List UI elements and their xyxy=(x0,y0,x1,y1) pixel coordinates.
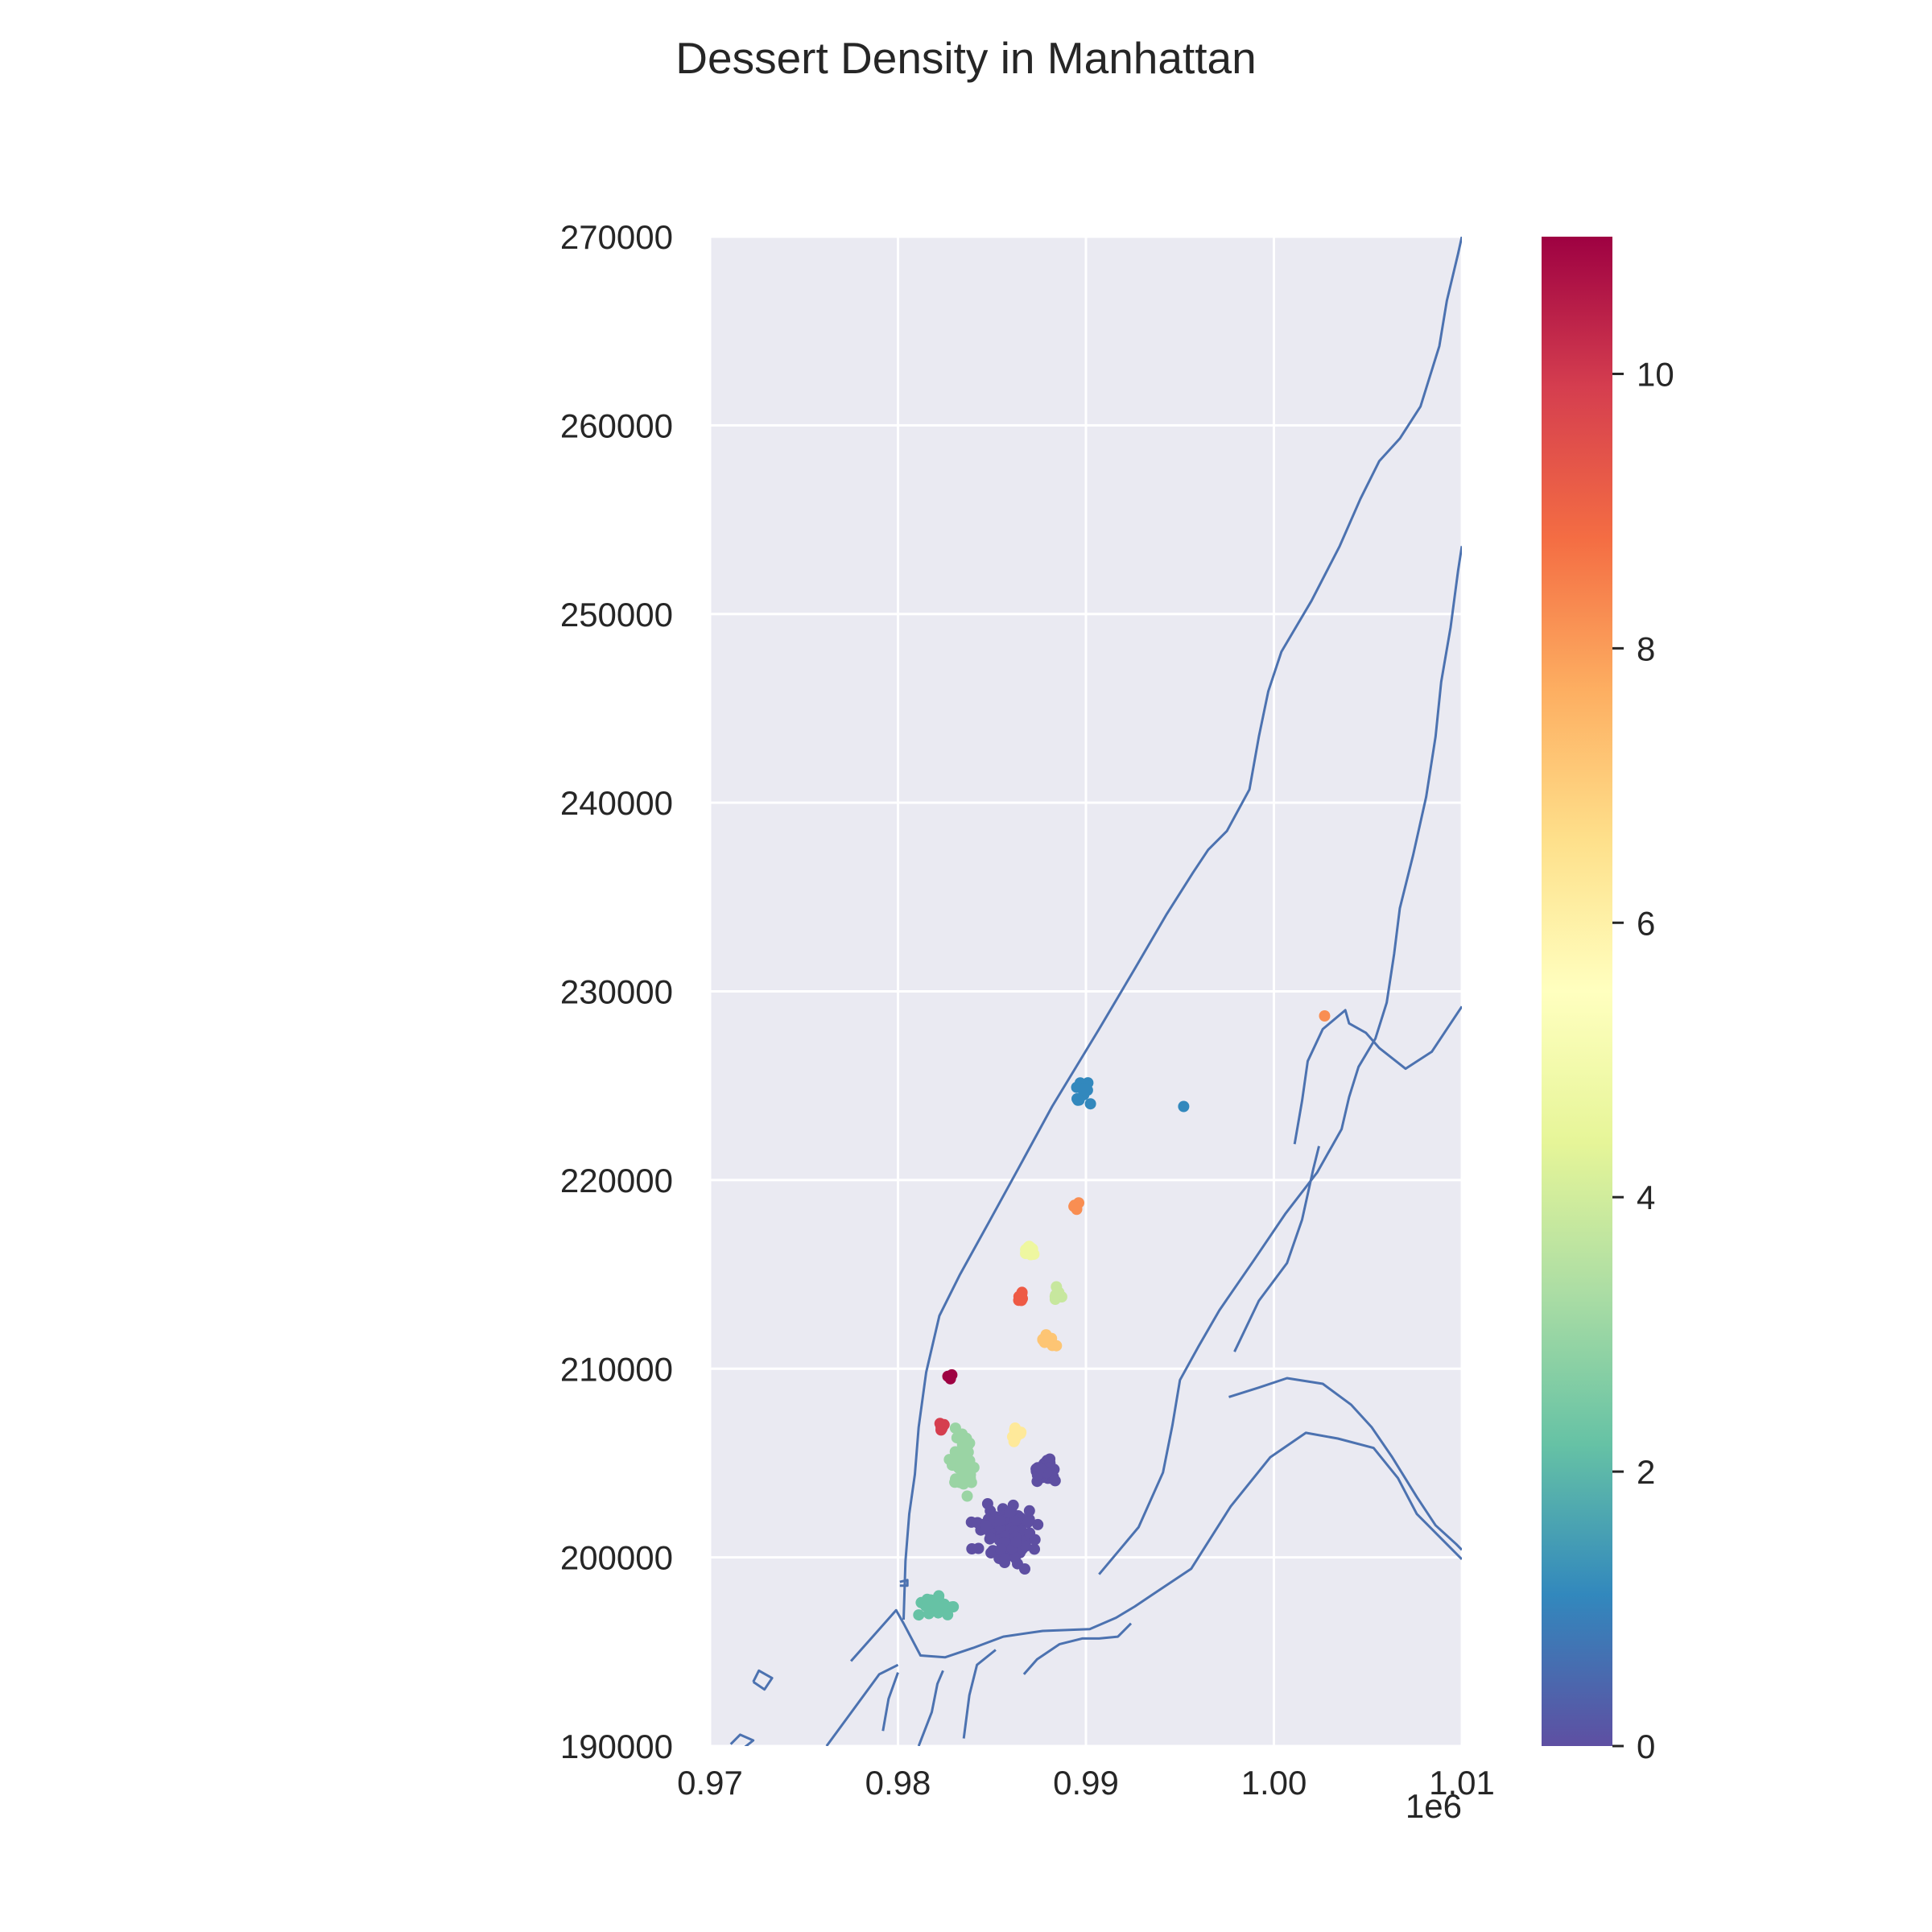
x-tick-label: 0.97 xyxy=(677,1764,743,1802)
outline-path xyxy=(1228,1377,1462,1551)
colorbar-tick-label: 4 xyxy=(1637,1179,1655,1216)
scatter-point xyxy=(1023,1505,1035,1517)
grid-lines xyxy=(708,235,1463,1748)
y-tick-label: 220000 xyxy=(560,1162,673,1199)
x-axis-ticks: 0.97 0.98 0.99 1.00 1.01 xyxy=(677,1764,1495,1802)
scatter-point xyxy=(934,1418,946,1430)
y-tick-label: 260000 xyxy=(560,407,673,444)
colorbar-tick-label: 8 xyxy=(1637,630,1655,667)
outline-path xyxy=(825,1663,899,1746)
scatter-point xyxy=(942,1608,954,1620)
y-tick-label: 210000 xyxy=(560,1350,673,1388)
scatter-point xyxy=(1022,1517,1034,1529)
scatter-point xyxy=(1019,1563,1030,1575)
y-tick-label: 190000 xyxy=(560,1728,673,1765)
x-tick-label: 0.98 xyxy=(865,1764,931,1802)
scatter-point xyxy=(1004,1507,1016,1518)
x-tick-label: 0.99 xyxy=(1053,1764,1119,1802)
scatter-points xyxy=(913,1010,1331,1621)
outline-path xyxy=(899,1579,909,1587)
colorbar-tick-label: 10 xyxy=(1637,355,1674,393)
scatter-point xyxy=(959,1452,971,1464)
colorbar-ticks: 0 2 4 6 8 10 xyxy=(1612,355,1674,1765)
outline-path xyxy=(729,1733,755,1746)
scatter-point xyxy=(1073,1094,1085,1106)
outline-path xyxy=(902,237,1462,1620)
scatter-point xyxy=(1068,1200,1080,1212)
scatter-point xyxy=(1009,1552,1021,1564)
chart-title: Dessert Density in Manhattan xyxy=(675,33,1257,83)
scatter-point xyxy=(1020,1540,1032,1552)
x-axis-offset-label: 1e6 xyxy=(1406,1787,1462,1825)
y-tick-label: 270000 xyxy=(560,218,673,256)
scatter-point xyxy=(1024,1527,1036,1539)
colorbar-tick-label: 6 xyxy=(1637,904,1655,942)
scatter-point xyxy=(980,1520,992,1532)
scatter-point xyxy=(1049,1475,1061,1487)
scatter-point xyxy=(1009,1424,1022,1436)
scatter-point xyxy=(1032,1518,1044,1530)
scatter-point xyxy=(1020,1248,1031,1260)
scatter-point xyxy=(1016,1288,1028,1300)
scatter-point xyxy=(943,1371,956,1383)
scatter-point xyxy=(1084,1098,1096,1110)
outline-path xyxy=(1233,1146,1320,1352)
y-tick-label: 200000 xyxy=(560,1539,673,1577)
outline-path xyxy=(881,1672,899,1732)
outline-path xyxy=(849,1431,1462,1662)
outline-path xyxy=(1022,1622,1133,1675)
scatter-point xyxy=(966,1543,978,1554)
colorbar-tick-label: 0 xyxy=(1637,1728,1655,1765)
scatter-point xyxy=(1029,1543,1040,1555)
manhattan-outline xyxy=(729,237,1462,1746)
scatter-point xyxy=(999,1553,1011,1565)
scatter-point xyxy=(985,1532,997,1544)
scatter-point xyxy=(961,1490,973,1502)
outline-path xyxy=(917,1670,944,1746)
scatter-point xyxy=(1319,1010,1331,1022)
y-tick-label: 230000 xyxy=(560,973,673,1011)
outline-path xyxy=(1098,546,1462,1575)
scatter-point xyxy=(994,1515,1006,1527)
x-tick-label: 1.00 xyxy=(1241,1764,1307,1802)
scatter-point xyxy=(1079,1083,1091,1095)
y-tick-label: 240000 xyxy=(560,784,673,822)
colorbar xyxy=(1542,237,1612,1746)
y-axis-ticks: 190000 200000 210000 220000 230000 240000 2500… xyxy=(560,218,673,1765)
scatter-point xyxy=(1042,1333,1055,1345)
x-tick-label: 1.01 xyxy=(1429,1764,1495,1802)
scatter-point xyxy=(913,1609,925,1621)
scatter-point xyxy=(956,1428,968,1440)
scatter-point xyxy=(930,1600,942,1612)
scatter-point xyxy=(1034,1462,1046,1474)
scatter-point xyxy=(947,1601,960,1612)
scatter-point xyxy=(1010,1536,1022,1548)
scatter-point xyxy=(1178,1100,1190,1113)
outline-path xyxy=(1293,1005,1462,1145)
colorbar-tick-label: 2 xyxy=(1637,1453,1655,1491)
scatter-point xyxy=(995,1543,1007,1555)
outline-path xyxy=(962,1649,997,1739)
y-tick-label: 250000 xyxy=(560,596,673,634)
scatter-point xyxy=(1049,1290,1061,1302)
scatter-point xyxy=(950,1473,961,1485)
outline-path xyxy=(752,1669,774,1691)
